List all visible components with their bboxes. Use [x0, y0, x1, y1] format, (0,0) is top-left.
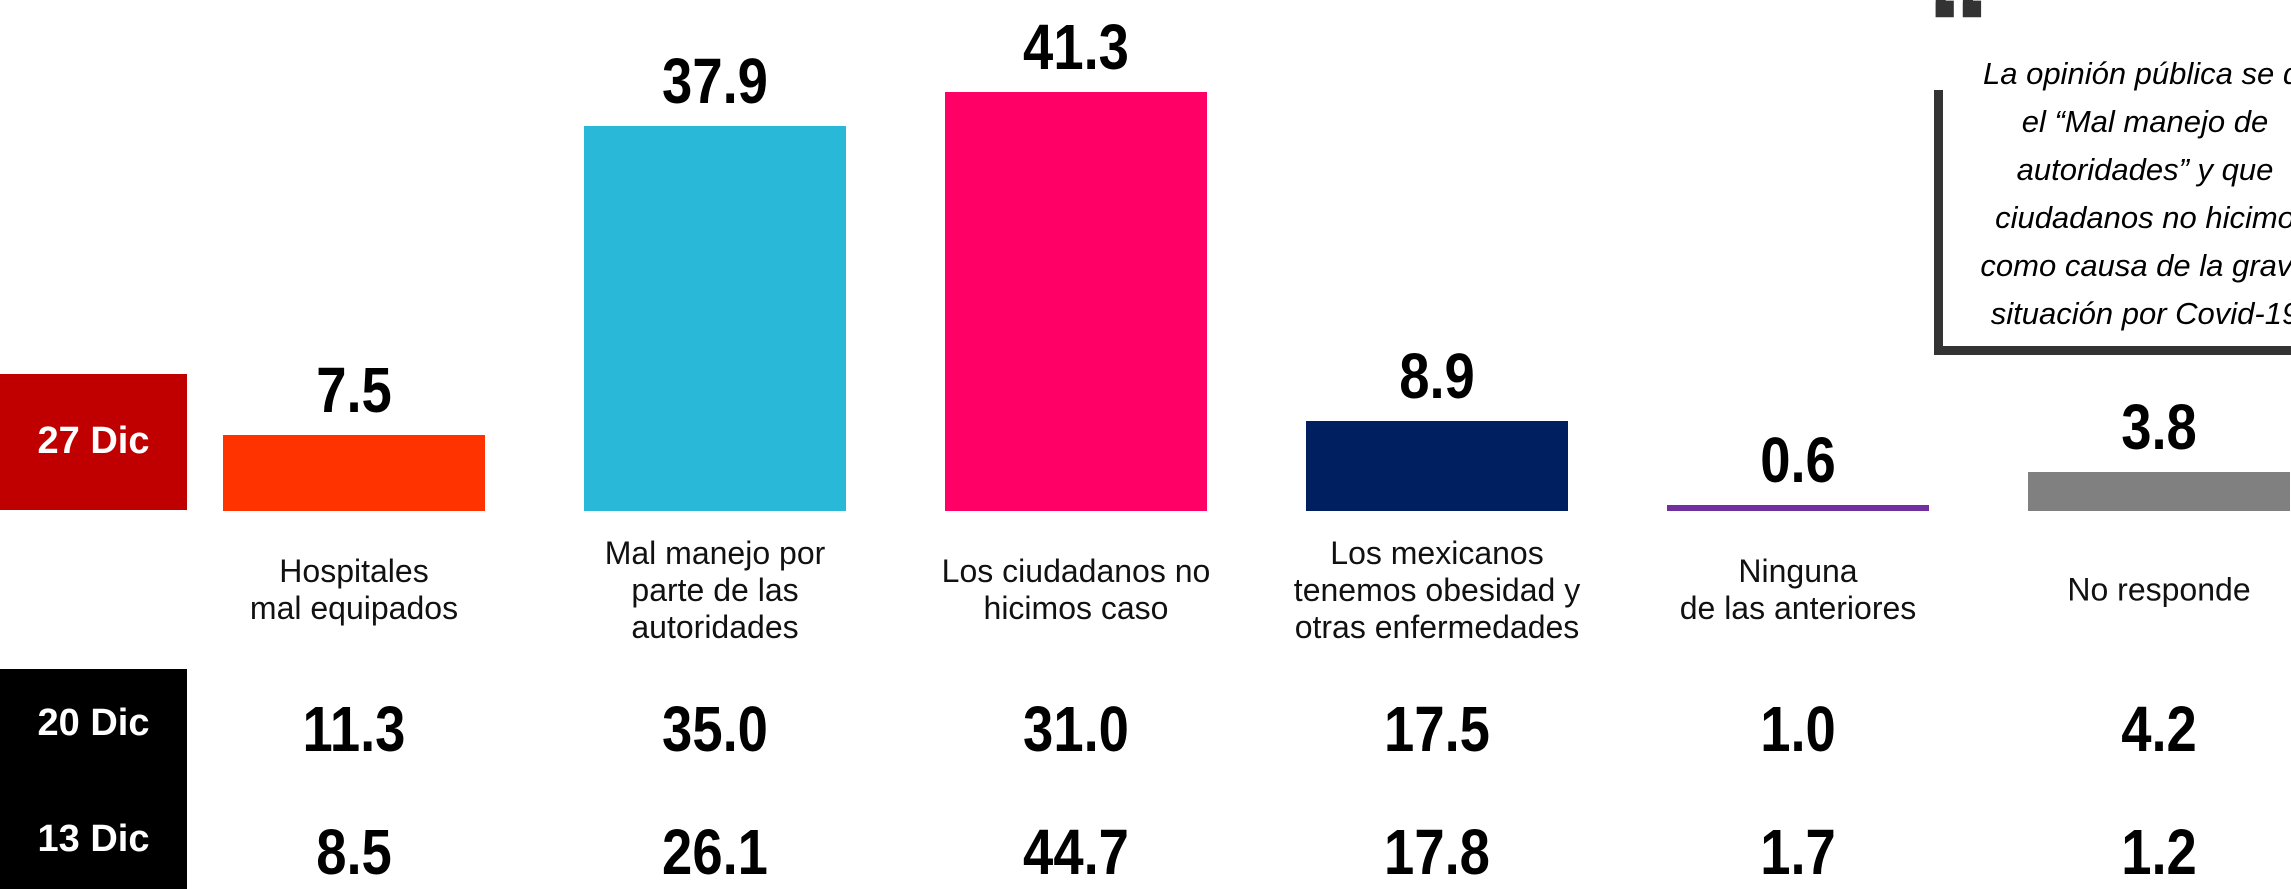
category-label: No responde [2067, 571, 2251, 608]
bar [584, 126, 846, 511]
value-label: 17.8 [1384, 816, 1490, 888]
value-label: 1.7 [1760, 816, 1836, 888]
value-label: 1.2 [2121, 816, 2197, 888]
quote-box [1934, 0, 2291, 355]
value-label: 41.3 [1023, 10, 1129, 83]
category-label: Hospitales mal equipados [249, 553, 459, 626]
value-label: 44.7 [1023, 816, 1129, 888]
bar [223, 434, 485, 511]
series-label-box [0, 669, 187, 889]
value-label: 37.9 [662, 45, 768, 118]
category-label: Los ciudadanos no hicimos caso [941, 553, 1211, 626]
category-label: Ninguna de las anteriores [1679, 553, 1917, 626]
value-label: 8.9 [1399, 339, 1475, 412]
value-label: 17.5 [1384, 693, 1490, 765]
series-label: 27 Dic [0, 374, 187, 510]
value-label: 4.2 [2121, 693, 2197, 765]
value-label: 35.0 [662, 693, 768, 765]
value-label: 8.5 [316, 816, 392, 888]
value-label: 7.5 [316, 353, 392, 426]
category-label: Mal manejo por parte de las autoridades [604, 534, 826, 645]
series-label: 20 Dic [37, 702, 150, 745]
value-label: 11.3 [302, 693, 406, 765]
value-label: 31.0 [1023, 693, 1129, 765]
annotation: La opinión pública se di el “Mal manejo … [1945, 50, 2291, 339]
bar [1306, 420, 1568, 511]
bar [1667, 504, 1929, 511]
value-label: 0.6 [1760, 423, 1836, 496]
series-label: 13 Dic [37, 818, 150, 861]
bar [2028, 472, 2290, 511]
value-label: 1.0 [1760, 693, 1836, 765]
category-label: Los mexicanos tenemos obesidad y otras e… [1293, 534, 1581, 645]
value-label: 26.1 [662, 816, 768, 888]
bar [945, 91, 1207, 511]
value-label: 3.8 [2121, 391, 2197, 464]
